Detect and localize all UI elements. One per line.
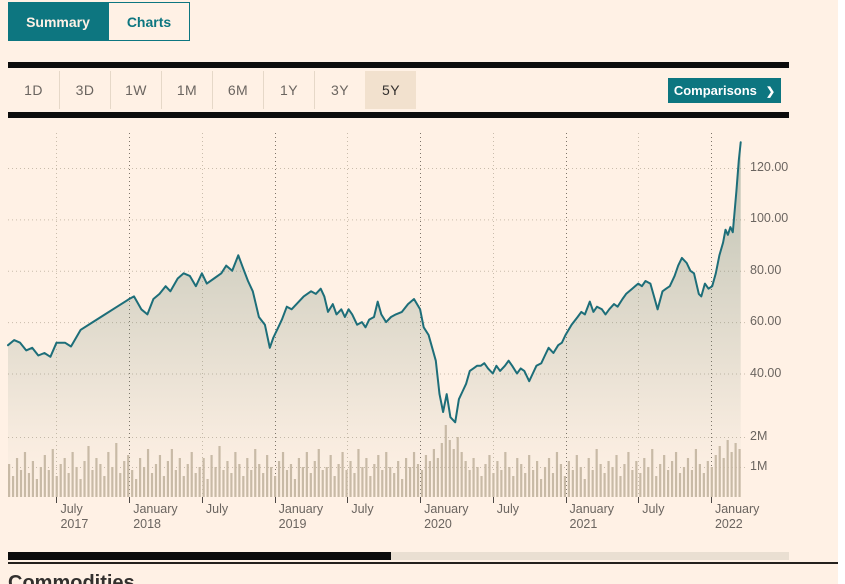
price-line [7,141,742,424]
range-button-6m[interactable]: 6M [212,71,263,109]
price-area-fill [8,142,741,498]
tab-summary[interactable]: Summary [8,2,108,41]
horizontal-scrollbar-thumb[interactable] [8,552,391,560]
x-axis-label: July 2017 [60,502,89,531]
section-heading: Commodities [8,573,135,584]
x-axis-label: January 2020 [424,502,469,531]
range-button-5y[interactable]: 5Y [365,71,416,109]
toolbar-bottom-rule [8,112,789,118]
x-axis-label: January 2019 [278,502,324,531]
x-axis-label: July [642,502,665,516]
tab-charts-label: Charts [126,13,172,30]
range-button-1m[interactable]: 1M [161,71,212,109]
range-button-1y[interactable]: 1Y [263,71,314,109]
horizontal-scrollbar-track[interactable] [8,552,789,560]
range-button-3d[interactable]: 3D [59,71,110,109]
price-axis-label: 100.00 [750,211,789,226]
price-axis-label: 60.00 [750,314,782,329]
chevron-right-icon: ❯ [765,85,776,98]
x-axis-label: January 2018 [133,502,178,531]
price-axis-label: 80.00 [750,262,782,277]
range-button-1d[interactable]: 1D [24,82,43,98]
x-axis-label: January 2022 [714,502,760,531]
volume-bars [8,425,741,497]
x-axis-label: July [351,502,374,516]
range-button-1w[interactable]: 1W [110,71,161,109]
section-divider [8,562,838,564]
comparisons-label: Comparisons [673,83,757,98]
page-right-gutter [838,0,845,584]
toolbar-top-rule [8,62,789,68]
range-button-3y[interactable]: 3Y [314,71,365,109]
time-range-selector: 1D 3D 1W 1M 6M 1Y 3Y 5Y [8,71,416,109]
price-axis-label: 120.00 [750,160,789,174]
tab-summary-label: Summary [26,13,90,30]
x-axis-tick-marks [56,497,712,503]
x-axis-label: July [496,502,520,516]
price-axis-label: 40.00 [750,365,782,380]
x-axis-label: January 2021 [569,502,614,531]
x-axis-label: July [205,502,229,516]
tab-charts[interactable]: Charts [108,2,190,41]
volume-axis-label: 2M [750,429,768,443]
comparisons-button[interactable]: Comparisons ❯ [668,78,781,103]
volume-axis-label: 1M [750,459,768,473]
